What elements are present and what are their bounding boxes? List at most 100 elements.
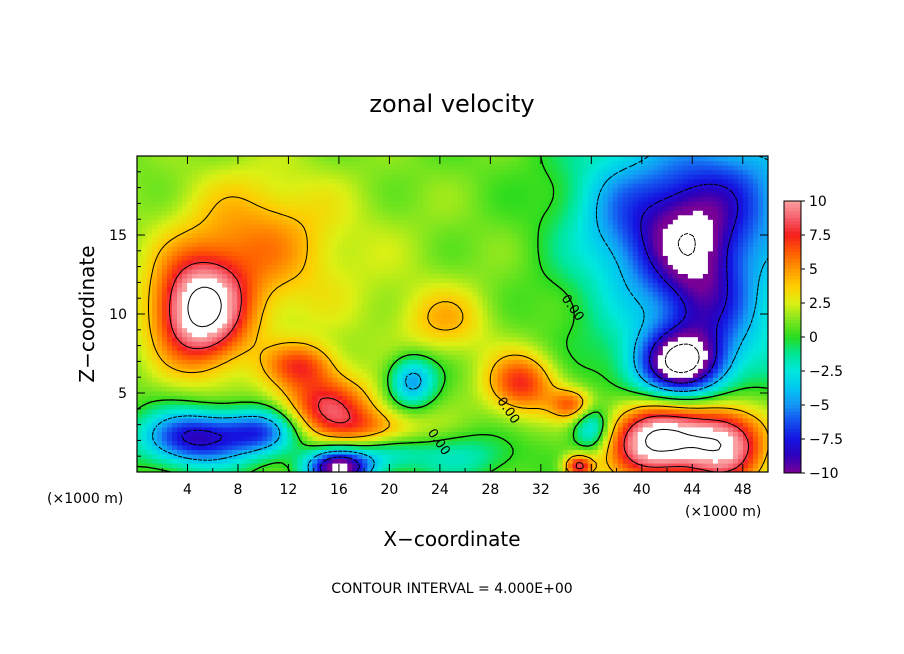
- colorbar-band-72: [784, 445, 801, 450]
- colorbar-band-3: [784, 211, 801, 216]
- colorbar-band-74: [784, 452, 801, 457]
- colorbar-band-46: [784, 357, 801, 362]
- colorbar-band-15: [784, 252, 801, 256]
- colorbar-band-33: [784, 313, 801, 318]
- colorbar-label-8: −10: [809, 466, 839, 482]
- colorbar-band-1: [784, 204, 801, 209]
- colorbar-label-3: 2.5: [809, 296, 831, 312]
- chart-title: zonal velocity: [369, 90, 534, 118]
- colorbar-band-67: [784, 428, 801, 433]
- y-axis-ticks: 5 10 15: [109, 171, 768, 457]
- colorbar-band-73: [784, 449, 801, 454]
- x-tick-label-36: 36: [582, 482, 600, 498]
- colorbar-band-31: [784, 306, 801, 311]
- colorbar-band-68: [784, 432, 801, 437]
- colorbar-band-70: [784, 439, 801, 443]
- colorbar-band-22: [784, 275, 801, 280]
- colorbar-band-40: [784, 337, 801, 341]
- colorbar-band-11: [784, 238, 801, 243]
- colorbar-band-35: [784, 320, 801, 324]
- colorbar-band-44: [784, 350, 801, 355]
- x-tick-label-12: 12: [280, 482, 298, 498]
- colorbar-band-27: [784, 292, 801, 297]
- x-axis-label: X−coordinate: [383, 527, 520, 551]
- colorbar-band-79: [784, 469, 801, 474]
- colorbar-band-13: [784, 245, 801, 250]
- colorbar-band-23: [784, 279, 801, 284]
- colorbar-band-56: [784, 391, 801, 396]
- colorbar-band-2: [784, 207, 801, 212]
- y-tick-label-5: 5: [118, 386, 127, 402]
- colorbar-band-66: [784, 425, 801, 430]
- colorbar-band-0: [784, 201, 801, 205]
- colorbar-band-38: [784, 330, 801, 335]
- colorbar-band-43: [784, 347, 801, 352]
- colorbar-band-71: [784, 442, 801, 447]
- colorbar-band-76: [784, 459, 801, 464]
- colorbar-band-24: [784, 282, 801, 287]
- colorbar-label-4: 0: [809, 330, 818, 346]
- colorbar-band-58: [784, 398, 801, 403]
- colorbar-band-8: [784, 228, 801, 233]
- colorbar-band-16: [784, 255, 801, 260]
- colorbar-band-21: [784, 272, 801, 277]
- colorbar-band-26: [784, 289, 801, 294]
- x-unit-label-left: (×1000 m): [47, 491, 123, 507]
- colorbar-band-54: [784, 384, 801, 389]
- colorbar-band-19: [784, 265, 801, 270]
- x-tick-label-48: 48: [734, 482, 752, 498]
- colorbar-band-4: [784, 214, 801, 219]
- colorbar-band-18: [784, 262, 801, 267]
- heatmap-field: [137, 156, 768, 472]
- colorbar-band-39: [784, 333, 801, 338]
- colorbar-band-25: [784, 286, 801, 290]
- colorbar-band-65: [784, 422, 801, 426]
- colorbar-band-41: [784, 340, 801, 345]
- colorbar-band-64: [784, 418, 801, 423]
- colorbar-band-36: [784, 323, 801, 328]
- colorbar-band-14: [784, 248, 801, 253]
- y-unit-label-right: (×1000 m): [685, 504, 761, 520]
- colorbar: 10 7.5 5 2.5 0 −2.5 −5 −7.5 −10: [783, 194, 843, 482]
- x-tick-label-4: 4: [183, 482, 192, 498]
- colorbar-band-32: [784, 309, 801, 314]
- colorbar-band-48: [784, 364, 801, 369]
- x-tick-label-20: 20: [380, 482, 398, 498]
- colorbar-band-69: [784, 435, 801, 440]
- colorbar-band-49: [784, 367, 801, 372]
- colorbar-label-6: −5: [809, 398, 830, 414]
- colorbar-band-77: [784, 462, 801, 467]
- colorbar-label-2: 5: [809, 262, 818, 278]
- colorbar-band-75: [784, 456, 801, 460]
- y-tick-label-15: 15: [109, 228, 127, 244]
- colorbar-band-42: [784, 343, 801, 348]
- colorbar-band-28: [784, 296, 801, 301]
- x-tick-label-44: 44: [683, 482, 701, 498]
- x-tick-label-40: 40: [633, 482, 651, 498]
- x-tick-label-28: 28: [481, 482, 499, 498]
- colorbar-band-63: [784, 415, 801, 420]
- x-tick-label-16: 16: [330, 482, 348, 498]
- colorbar-label-0: 10: [809, 194, 827, 210]
- colorbar-band-29: [784, 299, 801, 304]
- colorbar-band-51: [784, 374, 801, 379]
- colorbar-band-20: [784, 269, 801, 273]
- contour-interval-note: CONTOUR INTERVAL = 4.000E+00: [331, 581, 572, 597]
- x-axis-ticks: 4 8 12 16 20 24 28 32 36 40 44 48: [161, 156, 752, 498]
- colorbar-band-61: [784, 408, 801, 413]
- colorbar-band-10: [784, 235, 801, 239]
- x-tick-label-24: 24: [431, 482, 449, 498]
- colorbar-band-6: [784, 221, 801, 226]
- colorbar-band-12: [784, 241, 801, 246]
- colorbar-band-78: [784, 466, 801, 471]
- colorbar-band-52: [784, 377, 801, 382]
- y-axis-label: Z−coordinate: [75, 245, 99, 382]
- colorbar-band-62: [784, 411, 801, 416]
- colorbar-band-59: [784, 401, 801, 406]
- colorbar-label-7: −7.5: [809, 432, 843, 448]
- x-tick-label-32: 32: [532, 482, 550, 498]
- colorbar-band-17: [784, 258, 801, 263]
- y-tick-label-10: 10: [109, 307, 127, 323]
- colorbar-band-53: [784, 381, 801, 386]
